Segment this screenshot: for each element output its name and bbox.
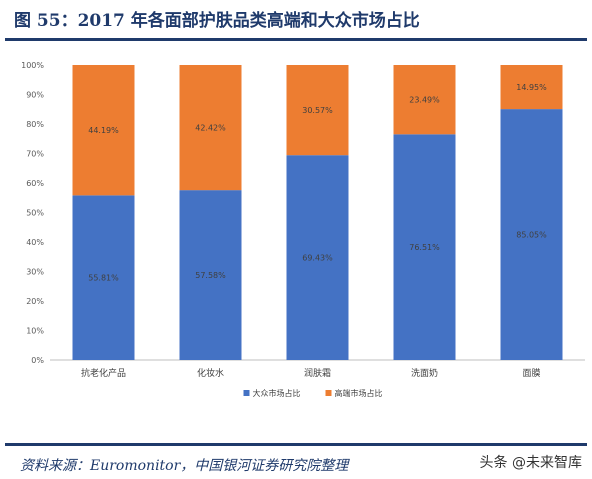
y-tick-label: 90% [26, 91, 44, 100]
bar-segment-premium [179, 65, 242, 191]
x-tick-label: 洗面奶 [411, 367, 438, 379]
data-label-premium: 44.19% [88, 126, 119, 135]
bar-segment-mass [393, 134, 456, 360]
bar-segment-mass [179, 190, 242, 360]
data-label-mass: 57.58% [195, 271, 226, 280]
y-tick-label: 100% [21, 61, 44, 70]
bar-segment-mass [500, 109, 563, 360]
watermark: 头条 @未来智库 [479, 455, 582, 471]
top-divider [5, 38, 587, 41]
data-label-mass: 55.81% [88, 274, 119, 283]
bar-segment-premium [286, 65, 349, 156]
y-tick-label: 40% [26, 238, 44, 247]
legend-swatch-premium [325, 390, 332, 396]
bar-segment-mass [72, 195, 135, 360]
data-label-mass: 85.05% [516, 231, 547, 240]
y-tick-label: 70% [26, 150, 44, 159]
x-tick-label: 抗老化产品 [81, 367, 126, 379]
bar-segment-premium [72, 65, 135, 196]
y-tick-label: 30% [26, 268, 44, 277]
y-tick-label: 50% [26, 209, 44, 218]
y-tick-label: 80% [26, 120, 44, 129]
bar-segment-mass [286, 155, 349, 360]
x-tick-label: 化妆水 [197, 367, 224, 379]
y-tick-label: 0% [31, 356, 44, 365]
bar-segment-premium [500, 65, 563, 110]
x-tick-label: 润肤霜 [304, 367, 331, 379]
legend-label-premium: 高端市场占比 [335, 388, 383, 398]
data-label-premium: 30.57% [302, 106, 333, 115]
y-tick-label: 20% [26, 297, 44, 306]
y-tick-label: 10% [26, 327, 44, 336]
legend-swatch-mass [243, 390, 250, 396]
data-label-mass: 69.43% [302, 254, 333, 263]
source-note: 资料来源：Euromonitor，中国银河证券研究院整理 [20, 458, 349, 474]
x-tick-label: 面膜 [522, 368, 540, 379]
data-label-premium: 42.42% [195, 124, 226, 133]
data-label-mass: 76.51% [409, 243, 440, 252]
chart-title: 图 55：2017 年各面部护肤品类高端和大众市场占比 [14, 11, 420, 31]
data-label-premium: 14.95% [516, 83, 547, 92]
bar-segment-premium [393, 65, 456, 135]
data-label-premium: 23.49% [409, 96, 440, 105]
legend-label-mass: 大众市场占比 [253, 388, 301, 398]
stacked-bar-chart: 0% 10% 20% 30% 40% 50% 60% 70% 80% 90% 100% 55.81% 4… [21, 61, 585, 398]
bottom-divider [5, 443, 587, 446]
y-tick-label: 60% [26, 179, 44, 188]
